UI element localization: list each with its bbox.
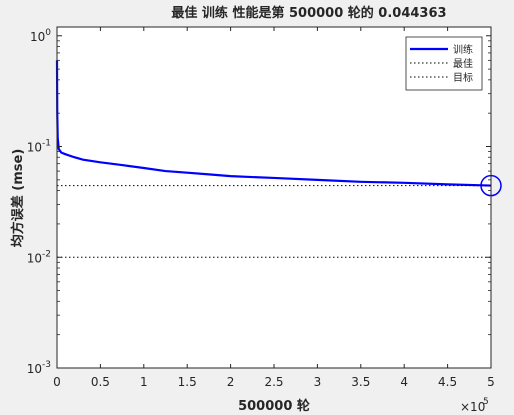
y-tick-label: 10-1 xyxy=(27,139,51,155)
series-line-train xyxy=(55,60,492,187)
x-tick-label: 0.5 xyxy=(91,375,110,389)
x-multiplier: ×10 5 xyxy=(460,397,489,414)
legend-label: 最佳 xyxy=(453,57,473,70)
chart-title: 最佳 训练 性能是第 500000 轮的 0.044363 xyxy=(171,5,446,21)
y-axis: 10-3 10-2 10-1 100 xyxy=(27,28,491,376)
x-multiplier-exp: 5 xyxy=(483,397,489,407)
x-tick-label: 1 xyxy=(140,375,148,389)
legend-label: 目标 xyxy=(453,72,473,84)
y-tick-label: 10-2 xyxy=(27,249,51,265)
y-axis-label: 均方误差 (mse) xyxy=(10,149,26,248)
x-axis-label: 500000 轮 xyxy=(238,398,310,414)
x-tick-label: 3.5 xyxy=(351,375,370,389)
x-tick-label: 4.5 xyxy=(438,375,457,389)
x-tick-label: 3 xyxy=(314,375,322,389)
x-axis: 0 0.5 1 1.5 2 2.5 3 3.5 4 4.5 5 xyxy=(53,27,495,389)
x-multiplier-base: ×10 xyxy=(460,400,485,414)
x-tick-label: 5 xyxy=(487,375,495,389)
x-tick-label: 1.5 xyxy=(178,375,197,389)
y-tick-label: 100 xyxy=(30,28,51,44)
legend-label: 训练 xyxy=(453,43,473,56)
x-tick-label: 2 xyxy=(227,375,235,389)
x-tick-label: 0 xyxy=(53,375,61,389)
x-tick-label: 4 xyxy=(400,375,408,389)
y-tick-label: 10-3 xyxy=(27,360,51,376)
x-tick-label: 2.5 xyxy=(264,375,283,389)
